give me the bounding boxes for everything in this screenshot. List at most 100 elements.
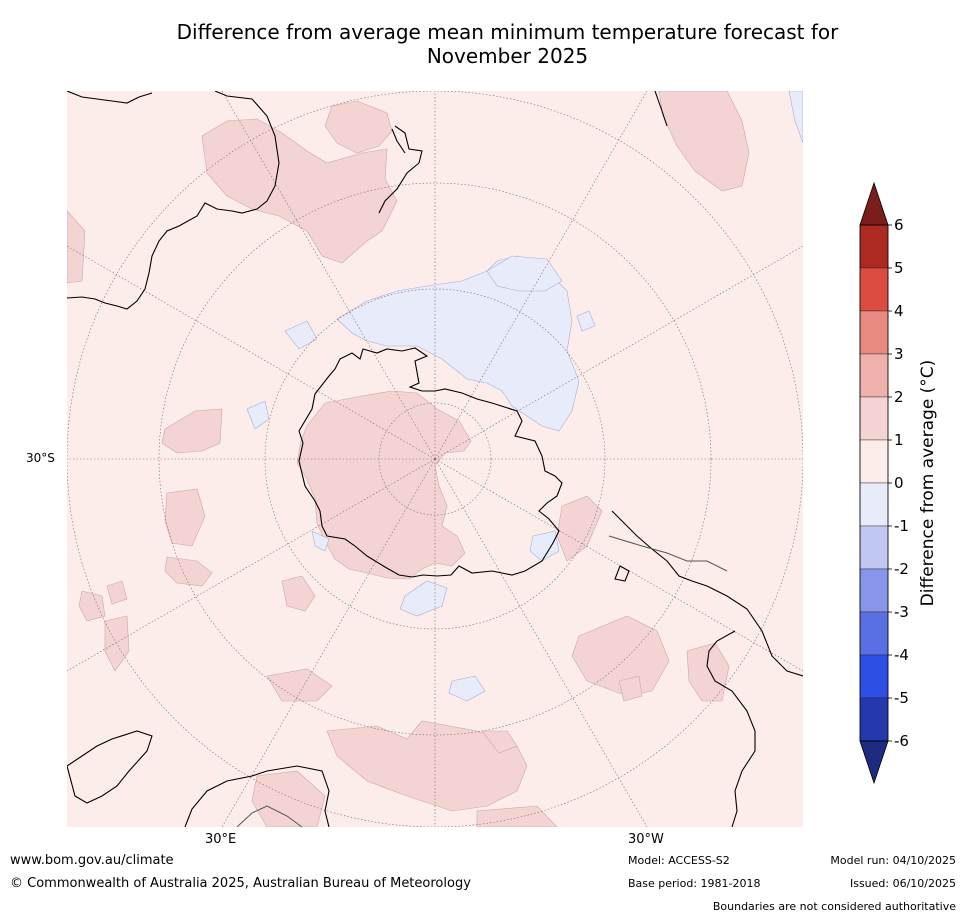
border-australia [608, 535, 728, 572]
colorbar-tick-label: 3 [894, 345, 904, 363]
coastlines [67, 91, 803, 827]
footer-copyright: © Commonwealth of Australia 2025, Austra… [10, 876, 471, 891]
coastline-tasmania [614, 565, 630, 582]
colorbar-tick-label: 0 [894, 474, 904, 492]
map-svg [67, 91, 803, 827]
colorbar-tick-label: -3 [894, 603, 909, 621]
warm-area-antarctica [296, 390, 472, 580]
cool-anomaly-areas [246, 91, 803, 702]
colorbar-extend-min [859, 740, 889, 785]
footer-url[interactable]: www.bom.gov.au/climate [10, 853, 174, 868]
meridian-60e [67, 245, 436, 460]
coastline-africa-top [67, 91, 153, 104]
colorbar-tick-label: 5 [894, 259, 904, 277]
warm-area-pacific-s-1 [326, 720, 528, 812]
longitude-label-30w: 30°W [628, 832, 664, 847]
colorbar-bin [859, 353, 889, 398]
warm-area-indian-3 [164, 556, 213, 587]
colorbar-tick-label: -5 [894, 689, 909, 707]
colorbar-bin [859, 568, 889, 613]
warm-area-atlantic [324, 100, 393, 154]
graticule-circle-70s [264, 288, 606, 630]
colorbar-title: Difference from average (°C) [918, 359, 938, 607]
longitude-label-30e: 30°E [205, 832, 237, 847]
meridian-30w [434, 91, 648, 460]
colorbar-bin [859, 310, 889, 355]
title-line-1: Difference from average mean minimum tem… [176, 20, 839, 44]
latitude-label-30s: 30°S [26, 451, 55, 465]
colorbar-tick-label: -4 [894, 646, 909, 664]
border-africa-south [236, 805, 303, 827]
footer-model: Model: ACCESS-S2 [628, 854, 730, 867]
cool-area-east-1 [576, 310, 596, 332]
warm-area-pacific-s-3 [251, 770, 326, 827]
cool-area-indian [246, 400, 270, 430]
meridian-60w [434, 245, 803, 460]
colorbar-bin [859, 396, 889, 441]
colorbar-bins [859, 181, 889, 785]
cool-area-weddell [336, 255, 580, 432]
colorbar-tick-label: 1 [894, 431, 904, 449]
meridian-120e [67, 458, 436, 672]
title-line-2: November 2025 [426, 44, 589, 68]
coastline-madagascar [67, 730, 153, 804]
warm-area-indian-7 [281, 575, 316, 612]
footer-model-run: Model run: 04/10/2025 [830, 854, 956, 867]
chart-title: Difference from average mean minimum tem… [60, 20, 955, 68]
colorbar-bin [859, 439, 889, 484]
footer-disclaimer: Boundaries are not considered authoritat… [712, 900, 956, 913]
warm-area-indian-8 [266, 668, 333, 702]
coastline-australia-east [706, 630, 756, 827]
colorbar-tick-label: 6 [894, 216, 904, 234]
colorbar-tick-label: -6 [894, 732, 909, 750]
warm-area-indian-4 [78, 590, 106, 622]
colorbar-bin [859, 611, 889, 656]
warm-area-indian-5 [106, 580, 128, 605]
coastline-new-zealand-south [391, 128, 406, 154]
colorbar-bin [859, 654, 889, 699]
coastline-south-america [67, 91, 280, 310]
cool-area-south-atlantic [486, 255, 563, 292]
graticule-circle-50s [158, 182, 712, 736]
coastline-southern-africa [184, 765, 330, 827]
colorbar-extend-max [859, 181, 889, 226]
colorbar-bin [859, 267, 889, 312]
footer-issued: Issued: 06/10/2025 [849, 877, 956, 890]
colorbar-bin [859, 224, 889, 269]
cool-area-ne-corner [788, 91, 803, 144]
colorbar-tick-label: -2 [894, 560, 909, 578]
meridian-150w [434, 458, 648, 827]
warm-area-south-america [201, 118, 398, 264]
colorbar-tick-label: 4 [894, 302, 904, 320]
cool-area-east-2 [529, 530, 560, 562]
warm-area-indian-1 [161, 408, 223, 454]
cool-area-amundsen [448, 675, 486, 702]
warm-area-pacific-s-2 [481, 730, 518, 754]
coastline-australia [611, 510, 803, 677]
warm-area-pacific-se-1 [571, 615, 670, 697]
meridian-120w [434, 458, 803, 672]
colorbar-ticks: 6 5 4 3 2 1 0 -1 -2 -3 -4 -5 -6 [888, 216, 909, 750]
warm-area-west-edge [67, 210, 86, 284]
coastline-new-zealand-north [378, 125, 423, 214]
meridian-30e [221, 91, 436, 460]
colorbar-tick-label: -1 [894, 517, 909, 535]
colorbar-bin [859, 697, 889, 742]
warm-area-indian-2 [164, 488, 206, 547]
cool-area-sw [311, 530, 330, 552]
coastline-pacific-east [654, 91, 668, 127]
meridian-150e [221, 458, 436, 827]
polar-map [67, 91, 803, 827]
warm-area-east-pacific [658, 91, 750, 192]
footer-base-period: Base period: 1981-2018 [628, 877, 761, 890]
warm-anomaly-areas [67, 91, 750, 827]
colorbar-bin [859, 482, 889, 527]
warm-area-indian-6 [104, 615, 130, 672]
coastline-antarctica [298, 347, 563, 578]
colorbar: 6 5 4 3 2 1 0 -1 -2 -3 -4 -5 -6 [859, 181, 909, 785]
graticule [67, 91, 803, 827]
country-borders [236, 535, 728, 827]
colorbar-tick-label: 2 [894, 388, 904, 406]
warm-area-pacific-se-2 [618, 675, 643, 702]
colorbar-bin [859, 525, 889, 570]
